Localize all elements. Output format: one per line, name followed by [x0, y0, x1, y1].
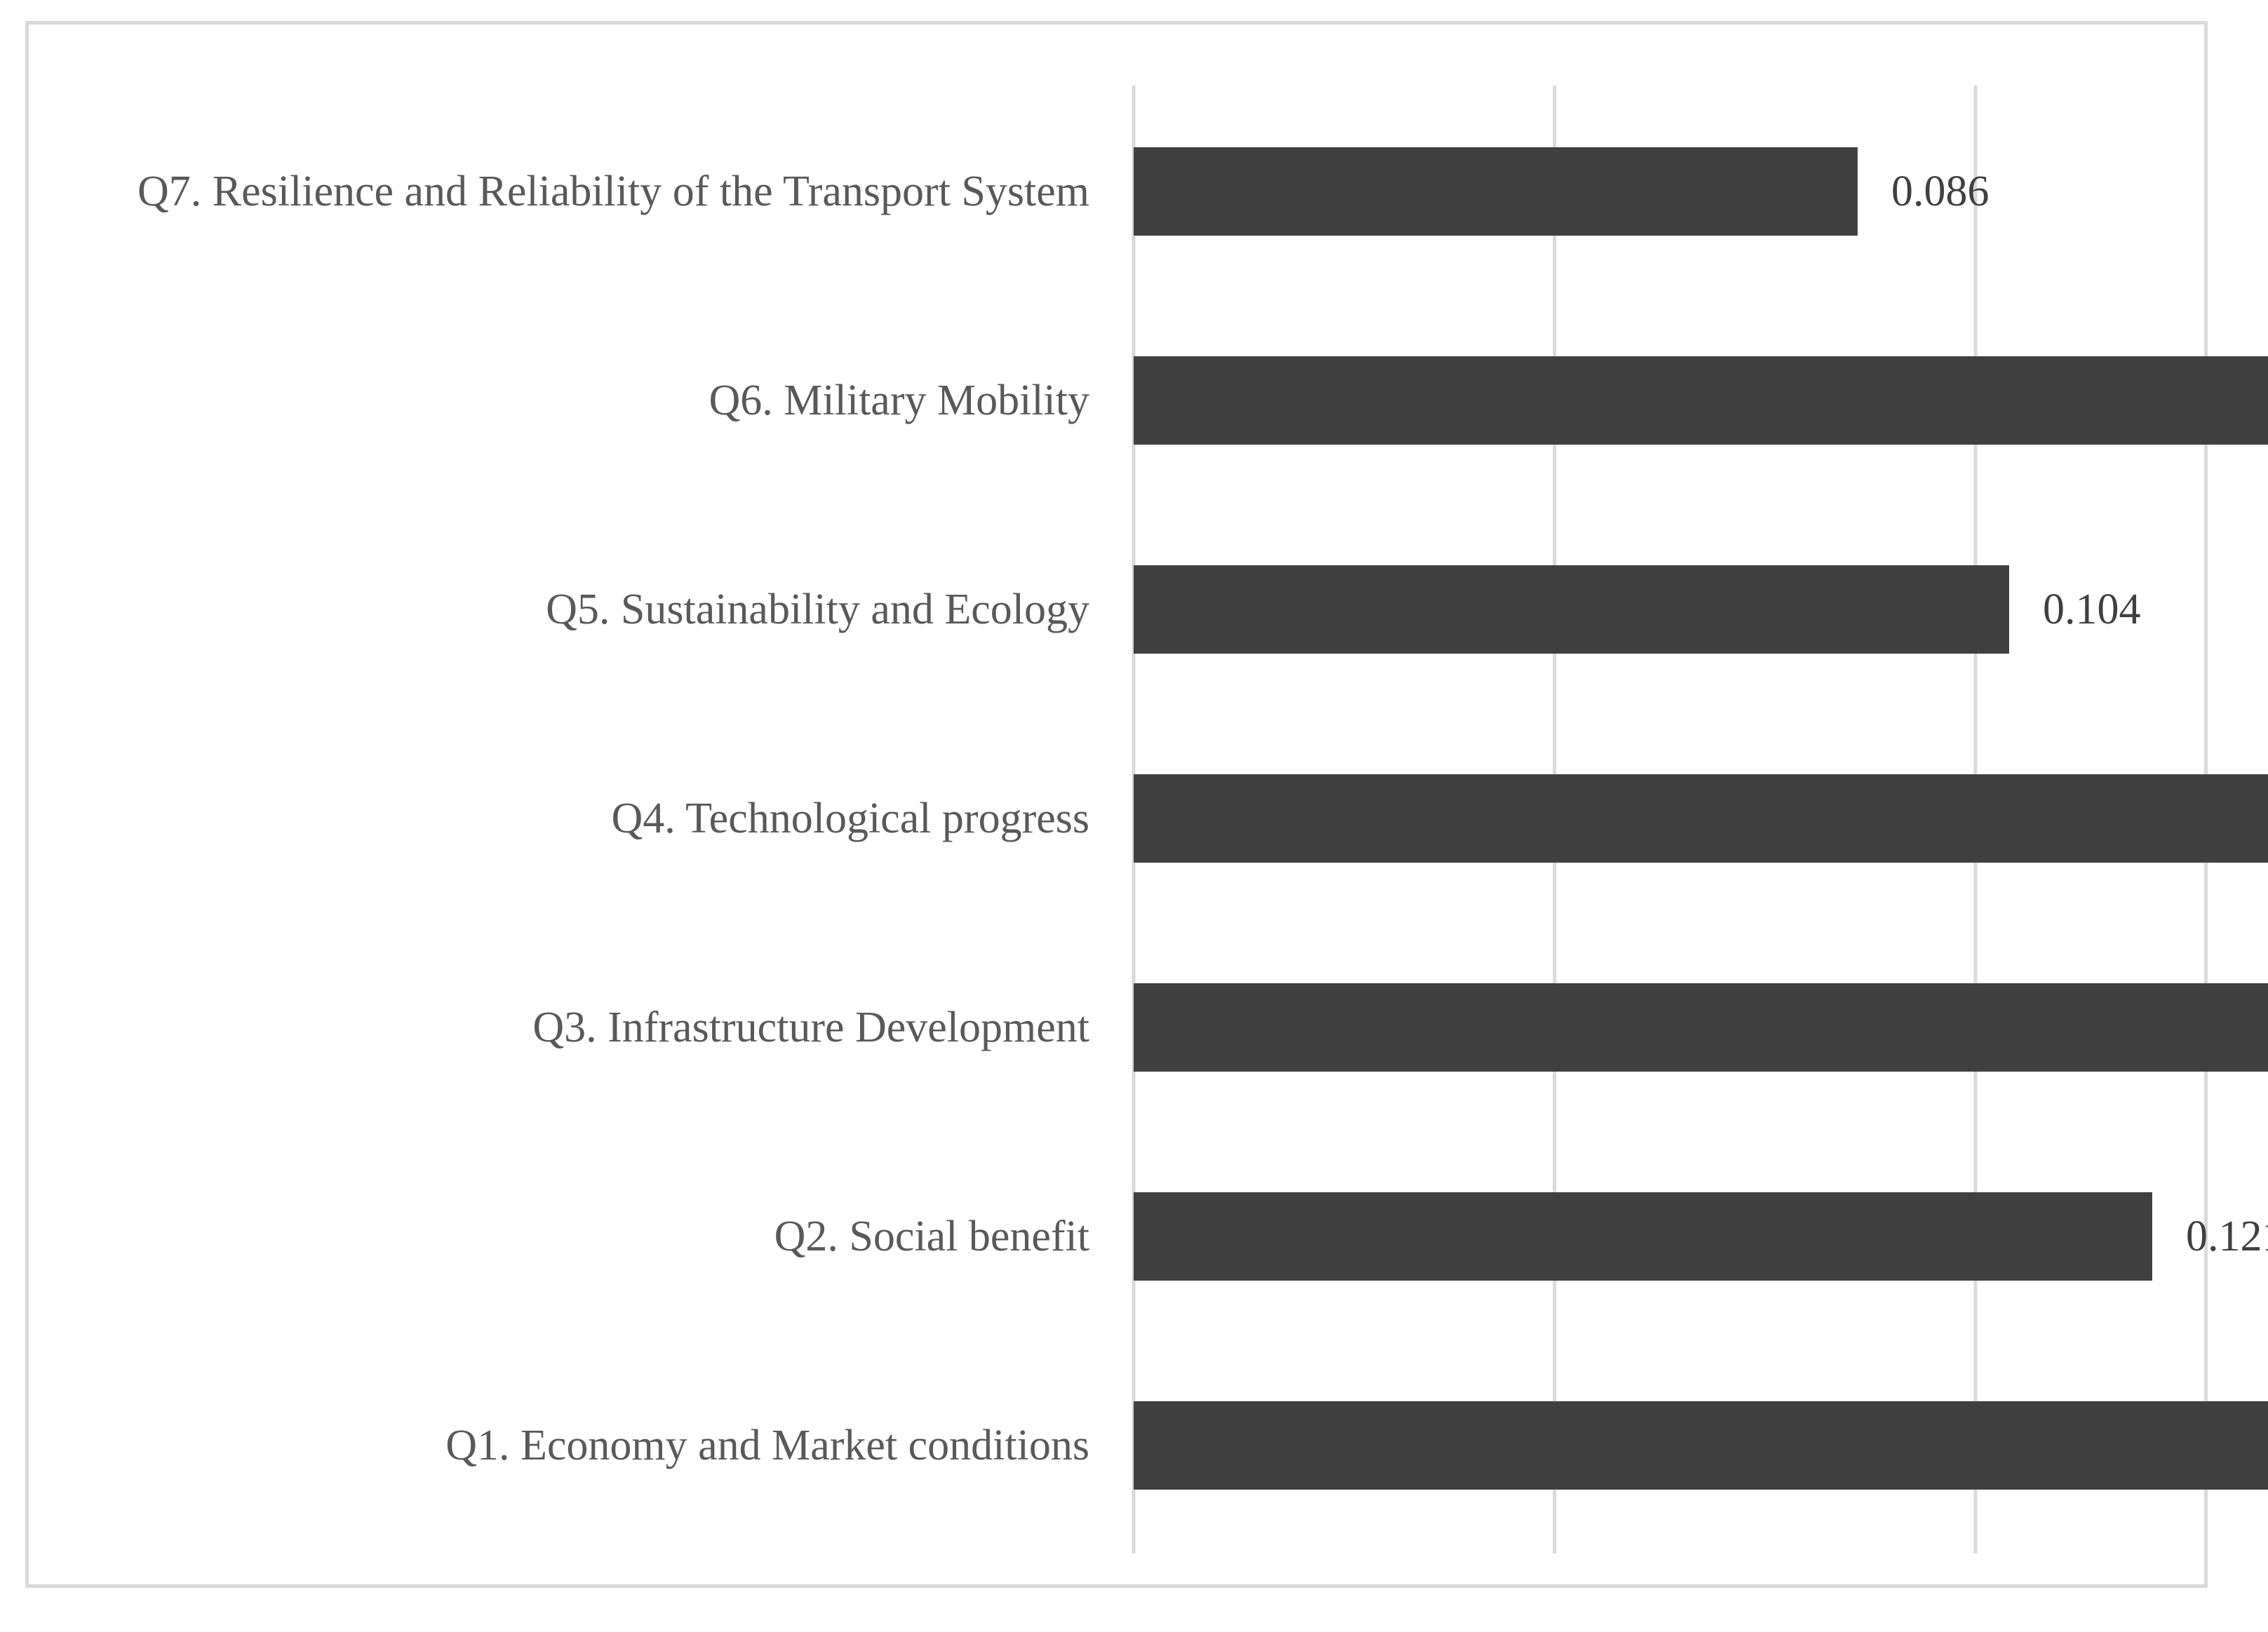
category-label-q3: Q3. Infrastructure Development: [532, 1004, 1089, 1051]
value-label-q7: 0.086: [1891, 168, 1989, 215]
bar-q2: [1134, 1192, 2152, 1281]
bar-q3: [1134, 983, 2268, 1072]
value-label-q5: 0.104: [2043, 586, 2141, 633]
value-label-q2: 0.121: [2186, 1213, 2268, 1260]
bar-q6: [1134, 356, 2268, 445]
bar-q1: [1134, 1401, 2268, 1490]
category-label-q6: Q6. Military Mobility: [709, 377, 1090, 424]
bar-q7: [1134, 147, 1858, 236]
category-label-q1: Q1. Economy and Market conditions: [445, 1422, 1089, 1469]
category-label-q7: Q7. Resilience and Reliability of the Tr…: [137, 168, 1089, 215]
bar-q5: [1134, 565, 2009, 654]
category-axis-labels: Q1. Economy and Market conditions Q2. Soc…: [137, 168, 1089, 1469]
bars: [1134, 147, 2268, 1490]
category-label-q2: Q2. Social benefit: [774, 1213, 1089, 1260]
bar-q4: [1134, 774, 2268, 863]
category-label-q5: Q5. Sustainability and Ecology: [546, 586, 1089, 633]
category-label-q4: Q4. Technological progress: [611, 795, 1089, 842]
